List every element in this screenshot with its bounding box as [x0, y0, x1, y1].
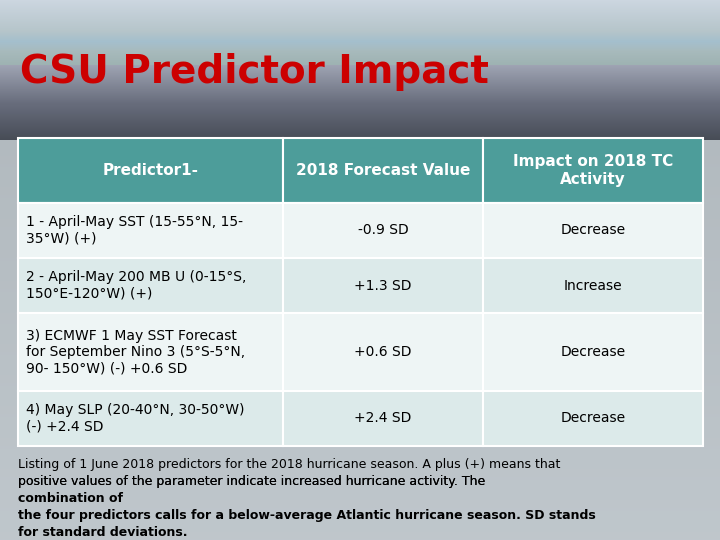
Text: Decrease: Decrease	[560, 224, 626, 238]
Bar	[483, 138, 703, 203]
Text: Listing of 1 June 2018 predictors for the 2018 hurricane season. A plus (+) mean: Listing of 1 June 2018 predictors for th…	[18, 458, 560, 471]
Bar	[483, 258, 703, 313]
Bar	[483, 391, 703, 446]
Bar	[483, 313, 703, 391]
Bar	[483, 203, 703, 258]
Text: 4) May SLP (20-40°N, 30-50°W)
(-) +2.4 SD: 4) May SLP (20-40°N, 30-50°W) (-) +2.4 S…	[26, 403, 245, 434]
Bar	[283, 391, 483, 446]
Bar	[283, 203, 483, 258]
Text: for standard deviations.: for standard deviations.	[18, 526, 187, 539]
Bar	[283, 313, 483, 391]
Text: Impact on 2018 TC
Activity: Impact on 2018 TC Activity	[513, 154, 673, 187]
Text: 2 - April-May 200 MB U (0-15°S,
150°E-120°W) (+): 2 - April-May 200 MB U (0-15°S, 150°E-12…	[26, 271, 246, 301]
Text: +2.4 SD: +2.4 SD	[354, 411, 412, 426]
Text: CSU Predictor Impact: CSU Predictor Impact	[20, 53, 489, 91]
Text: 2018 Forecast Value: 2018 Forecast Value	[296, 163, 470, 178]
Bar	[18, 391, 283, 446]
Text: +0.6 SD: +0.6 SD	[354, 345, 412, 359]
Bar	[18, 258, 283, 313]
Text: Decrease: Decrease	[560, 411, 626, 426]
Bar	[283, 258, 483, 313]
Text: combination of: combination of	[18, 492, 123, 505]
Text: -0.9 SD: -0.9 SD	[358, 224, 408, 238]
Text: 1 - April-May SST (15-55°N, 15-
35°W) (+): 1 - April-May SST (15-55°N, 15- 35°W) (+…	[26, 215, 243, 246]
Text: positive values of the parameter indicate increased hurricane activity. The comb: positive values of the parameter indicat…	[18, 475, 583, 488]
Text: positive values of the parameter indicate increased hurricane activity. The: positive values of the parameter indicat…	[18, 475, 490, 488]
Bar	[18, 313, 283, 391]
Text: Increase: Increase	[564, 279, 622, 293]
Bar	[283, 138, 483, 203]
Text: Predictor1-: Predictor1-	[102, 163, 199, 178]
Text: positive values of the parameter indicate increased hurricane activity. The: positive values of the parameter indicat…	[18, 475, 490, 488]
Bar	[18, 203, 283, 258]
Text: the four predictors calls for a below-average Atlantic hurricane season. SD stan: the four predictors calls for a below-av…	[18, 509, 595, 522]
Text: 3) ECMWF 1 May SST Forecast
for September Nino 3 (5°S-5°N,
90- 150°W) (-) +0.6 S: 3) ECMWF 1 May SST Forecast for Septembe…	[26, 329, 245, 375]
Text: Decrease: Decrease	[560, 345, 626, 359]
Bar	[18, 138, 283, 203]
Text: +1.3 SD: +1.3 SD	[354, 279, 412, 293]
